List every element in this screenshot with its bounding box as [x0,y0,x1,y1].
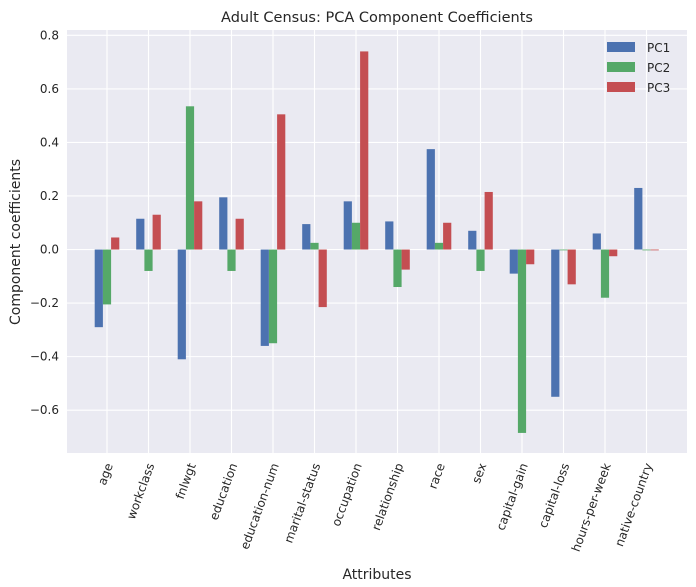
y-axis-label: Component coefficients [8,159,24,325]
bar-pc2-age [102,249,112,305]
legend-swatch-pc3 [607,82,635,92]
x-tick-label: capital-loss [536,461,572,530]
bar-pc2-education-num [268,249,278,344]
chart-title: Adult Census: PCA Component Coefficients [221,10,533,26]
x-axis-ticks: age workclass fnlwgt educationeducation-num… [95,461,655,554]
bar-pc1-occupation [343,201,352,250]
bar-pc2-hours-per-week [600,249,610,298]
y-tick-label: −0.4 [30,350,59,364]
bar-pc2-workclass [144,249,153,271]
bar-pc1-capital-loss [551,249,560,397]
plot-background [67,30,687,453]
bar-pc2-occupation [351,222,361,250]
x-tick-label: marital-status [281,461,323,545]
bar-pc1-marital-status [302,224,311,250]
bar-pc3-hours-per-week [609,249,618,257]
bar-pc1-hours-per-week [592,233,601,250]
bar-pc2-capital-gain [517,249,527,433]
bar-pc3-fnlwgt [194,201,203,250]
x-tick-label: fnlwgt [173,461,199,501]
legend: PC1 PC2 PC3 [607,41,670,95]
bar-pc1-workclass [136,218,145,250]
bar-pc1-education-num [260,249,269,346]
bar-pc2-education [227,249,236,271]
bar-pc1-sex [468,230,477,250]
bar-pc3-education [235,218,244,250]
y-tick-label: −0.6 [30,403,59,417]
legend-label-pc3: PC3 [647,81,670,95]
bar-pc2-capital-loss [559,249,568,251]
x-tick-label: age [95,461,116,487]
bar-pc3-capital-loss [567,249,576,285]
x-axis-label: Attributes [342,567,411,583]
x-tick-label: native-country [612,461,655,548]
bar-pc2-native-country [642,249,651,251]
bar-pc3-workclass [152,214,161,250]
bar-pc1-fnlwgt [177,249,186,360]
bar-pc1-age [94,249,103,328]
x-tick-label: race [426,461,448,490]
x-tick-label: capital-gain [494,461,531,532]
y-axis-ticks: 0.8 0.6 0.4 0.2 0.0 −0.2 −0.4 −0.6 [30,28,59,417]
bar-pc3-sex [484,191,493,250]
bar-pc2-fnlwgt [185,106,195,250]
bar-pc3-marital-status [318,249,327,308]
y-tick-label: 0.8 [40,28,59,42]
x-tick-label: hours-per-week [569,461,614,553]
bar-pc2-race [434,242,444,250]
y-tick-label: 0.6 [40,82,59,96]
bar-pc3-race [443,222,452,250]
y-tick-label: 0.2 [40,189,59,203]
x-tick-label: education-num [238,461,282,551]
bar-pc3-age [111,237,120,250]
legend-label-pc2: PC2 [647,61,670,75]
bar-pc3-native-country [650,249,659,251]
bars [94,51,659,433]
bar-pc1-education [219,197,228,250]
x-tick-label: occupation [329,461,365,528]
x-tick-label: relationship [369,461,406,532]
bar-pc3-education-num [277,114,286,250]
x-tick-label: workclass [124,461,157,521]
y-tick-label: 0.4 [40,135,59,149]
bar-pc1-native-country [634,187,643,250]
bar-pc3-relationship [401,249,410,270]
bar-pc2-relationship [393,249,402,288]
bar-pc2-sex [476,249,485,271]
legend-swatch-pc1 [607,42,635,52]
bar-pc2-marital-status [310,242,319,250]
x-tick-label: education [207,461,241,522]
bar-pc3-occupation [360,51,369,250]
legend-swatch-pc2 [607,62,635,72]
y-tick-label: −0.2 [30,296,59,310]
bar-pc1-relationship [385,221,394,250]
y-tick-label: 0.0 [40,243,59,257]
x-tick-label: sex [469,461,489,485]
legend-label-pc1: PC1 [647,41,670,55]
bar-pc1-capital-gain [509,249,518,274]
bar-pc1-race [426,149,435,250]
bar-pc3-capital-gain [526,249,535,265]
